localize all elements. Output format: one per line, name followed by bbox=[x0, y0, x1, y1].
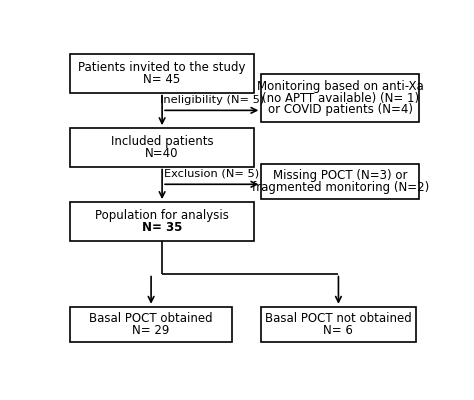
FancyBboxPatch shape bbox=[70, 128, 254, 166]
Text: Ineligibility (N= 5): Ineligibility (N= 5) bbox=[160, 95, 264, 105]
Text: fragmented monitoring (N=2): fragmented monitoring (N=2) bbox=[252, 180, 429, 194]
FancyBboxPatch shape bbox=[261, 164, 419, 199]
Text: Patients invited to the study: Patients invited to the study bbox=[78, 61, 246, 74]
Text: or COVID patients (N=4): or COVID patients (N=4) bbox=[268, 103, 413, 116]
Text: N= 6: N= 6 bbox=[323, 324, 354, 337]
Text: Monitoring based on anti-Xa: Monitoring based on anti-Xa bbox=[257, 80, 424, 93]
Text: N= 45: N= 45 bbox=[144, 73, 181, 86]
FancyBboxPatch shape bbox=[70, 307, 232, 342]
FancyBboxPatch shape bbox=[261, 74, 419, 122]
Text: Exclusion (N= 5): Exclusion (N= 5) bbox=[164, 169, 259, 179]
Text: (no APTT available) (N= 1): (no APTT available) (N= 1) bbox=[262, 92, 419, 104]
Text: N= 29: N= 29 bbox=[132, 324, 170, 337]
Text: N=40: N=40 bbox=[146, 147, 179, 160]
Text: Basal POCT obtained: Basal POCT obtained bbox=[89, 312, 213, 325]
FancyBboxPatch shape bbox=[261, 307, 416, 342]
FancyBboxPatch shape bbox=[70, 54, 254, 93]
Text: Missing POCT (N=3) or: Missing POCT (N=3) or bbox=[273, 169, 408, 182]
FancyBboxPatch shape bbox=[70, 202, 254, 240]
Text: Basal POCT not obtained: Basal POCT not obtained bbox=[265, 312, 412, 325]
Text: Population for analysis: Population for analysis bbox=[95, 209, 229, 222]
Text: N= 35: N= 35 bbox=[142, 221, 182, 234]
Text: Included patients: Included patients bbox=[111, 135, 213, 148]
